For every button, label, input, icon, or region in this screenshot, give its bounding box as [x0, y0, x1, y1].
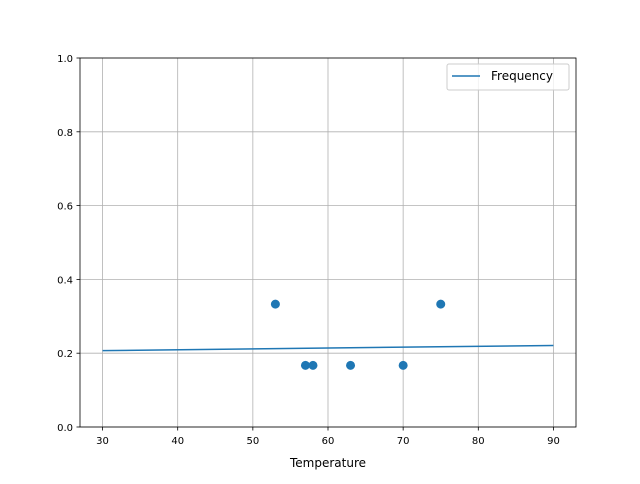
x-tick-label: 70 — [397, 436, 410, 447]
y-tick-label: 0.0 — [57, 423, 73, 434]
legend: Frequency — [446, 63, 570, 91]
legend-label: Frequency — [491, 69, 553, 83]
legend-box — [446, 63, 570, 91]
y-tick-label: 0.4 — [57, 275, 73, 286]
y-tick-label: 0.8 — [57, 128, 73, 139]
scatter-point — [270, 299, 280, 309]
x-tick-label: 60 — [322, 436, 335, 447]
x-axis-label: Temperature — [289, 456, 366, 470]
marks — [102, 299, 554, 370]
x-tick-label: 50 — [246, 436, 259, 447]
series-line-frequency — [102, 344, 554, 352]
x-tick-label: 80 — [472, 436, 485, 447]
y-tick-label: 0.6 — [57, 202, 73, 213]
scatter-point — [300, 360, 310, 370]
scatter-point — [346, 360, 356, 370]
x-tick-label: 30 — [96, 436, 109, 447]
y-tick-label: 0.2 — [57, 349, 73, 360]
ticks: 30 40 50 60 70 80 90 0.0 0.2 0.4 0.6 0.8 1.0 — [57, 54, 560, 447]
scatter-point — [436, 299, 446, 309]
y-tick-label: 1.0 — [57, 54, 73, 65]
scatter-point — [398, 360, 408, 370]
x-tick-label: 90 — [547, 436, 560, 447]
x-tick-label: 40 — [171, 436, 184, 447]
scatter-point — [308, 360, 318, 370]
